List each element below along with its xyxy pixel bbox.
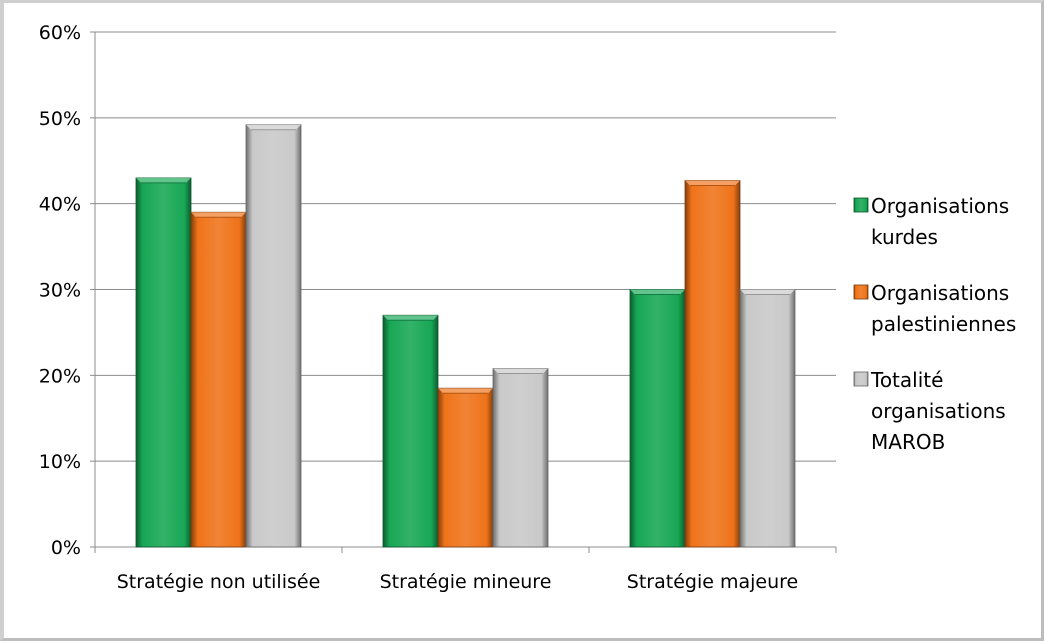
y-tick-label: 40% <box>39 194 81 216</box>
bar <box>135 177 192 548</box>
legend-label: MAROB <box>871 430 945 454</box>
bar <box>739 289 796 548</box>
y-tick-label: 20% <box>39 365 81 387</box>
x-tick-label: Stratégie non utilisée <box>117 571 321 593</box>
axis-labels: 0% 10% 20% 30% 40% 50% 60% Stratégie non utilis… <box>39 22 798 593</box>
y-tick-label: 0% <box>51 537 81 559</box>
legend-label: organisations <box>871 399 1006 423</box>
legend-swatch <box>853 197 869 213</box>
bar <box>629 289 686 548</box>
bar <box>492 368 549 548</box>
x-tick-label: Stratégie mineure <box>380 571 552 593</box>
legend-item: Organisations kurdes <box>853 194 1009 249</box>
legend-label: Totalité <box>870 368 943 392</box>
bar <box>382 314 439 548</box>
y-tick-label: 10% <box>39 451 81 473</box>
legend-label: palestiniennes <box>871 312 1016 336</box>
bar-chart: 0% 10% 20% 30% 40% 50% 60% Stratégie non utilis… <box>39 22 1016 593</box>
legend-item: Organisations palestiniennes <box>853 281 1016 336</box>
legend: Organisations kurdes Organisations palestin… <box>853 194 1016 454</box>
legend-label: kurdes <box>871 225 938 249</box>
x-tick-label: Stratégie majeure <box>627 571 798 593</box>
legend-label: Organisations <box>871 194 1009 218</box>
bar <box>684 180 741 548</box>
bar <box>190 211 247 548</box>
y-tick-label: 50% <box>39 108 81 130</box>
legend-swatch <box>853 371 869 387</box>
legend-item: Totalité organisations MAROB <box>853 368 1006 454</box>
bar <box>437 387 494 548</box>
legend-swatch <box>853 284 869 300</box>
y-tick-label: 30% <box>39 280 81 302</box>
bar <box>245 124 302 548</box>
legend-label: Organisations <box>871 281 1009 305</box>
bars <box>135 124 796 548</box>
y-tick-label: 60% <box>39 22 81 44</box>
